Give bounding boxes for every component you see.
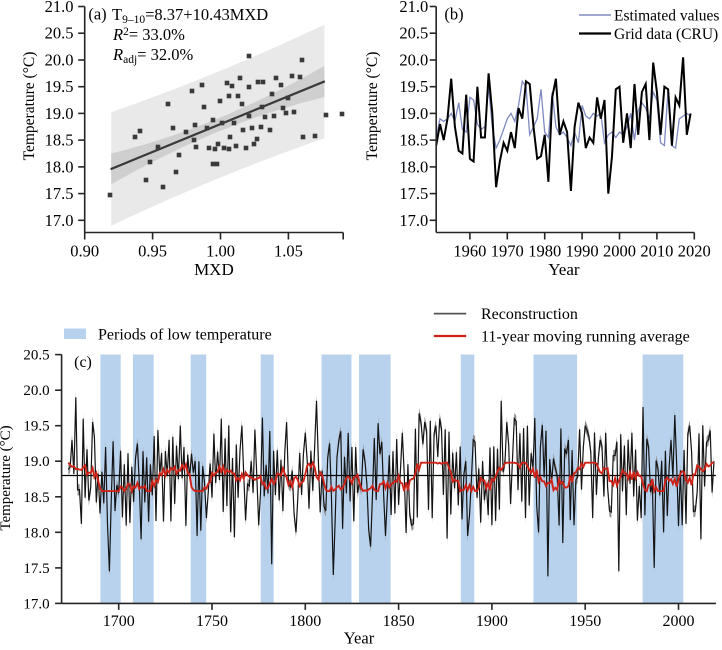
svg-text:11-year moving running average: 11-year moving running average [481, 329, 690, 346]
svg-text:18.5: 18.5 [23, 490, 49, 506]
svg-text:1750: 1750 [196, 613, 228, 630]
svg-text:19.5: 19.5 [45, 77, 74, 96]
svg-text:Temperature (°C): Temperature (°C) [0, 425, 14, 530]
svg-text:1800: 1800 [289, 613, 321, 630]
svg-text:1850: 1850 [383, 613, 415, 630]
svg-text:20.0: 20.0 [23, 383, 49, 399]
svg-text:20.5: 20.5 [23, 348, 49, 364]
svg-text:Year: Year [344, 629, 375, 646]
svg-text:1970: 1970 [491, 242, 524, 261]
svg-text:Estimated values: Estimated values [614, 8, 719, 25]
svg-text:18.0: 18.0 [45, 157, 74, 176]
svg-text:19.5: 19.5 [399, 77, 428, 96]
svg-text:18.5: 18.5 [399, 131, 428, 150]
svg-text:Grid data (CRU): Grid data (CRU) [614, 26, 718, 43]
svg-text:17.0: 17.0 [45, 211, 74, 230]
svg-text:17.5: 17.5 [45, 184, 74, 203]
svg-text:17.5: 17.5 [23, 561, 49, 577]
svg-text:20.0: 20.0 [45, 51, 74, 70]
svg-text:1980: 1980 [528, 242, 561, 261]
svg-text:T9–10=8.37+10.43MXD: T9–10=8.37+10.43MXD [112, 5, 268, 26]
svg-text:(c): (c) [74, 354, 92, 371]
svg-text:20.0: 20.0 [399, 51, 428, 70]
svg-text:18.0: 18.0 [399, 157, 428, 176]
svg-text:17.5: 17.5 [399, 184, 428, 203]
svg-text:(a): (a) [88, 5, 106, 24]
svg-text:20.5: 20.5 [399, 24, 428, 43]
svg-text:1990: 1990 [566, 242, 599, 261]
svg-text:Reconstruction: Reconstruction [481, 306, 578, 323]
svg-text:17.0: 17.0 [23, 596, 49, 612]
svg-text:17.0: 17.0 [399, 211, 428, 230]
svg-text:R2= 33.0%: R2= 33.0% [112, 25, 185, 44]
svg-text:2000: 2000 [603, 242, 636, 261]
svg-text:1960: 1960 [453, 242, 486, 261]
svg-text:1.00: 1.00 [206, 242, 235, 261]
svg-text:1950: 1950 [569, 613, 601, 630]
svg-text:Temperature (°C): Temperature (°C) [21, 52, 38, 161]
svg-text:Periods of low temperature: Periods of low temperature [98, 327, 272, 344]
svg-text:Year: Year [548, 260, 580, 279]
svg-text:21.0: 21.0 [45, 0, 74, 16]
svg-text:2020: 2020 [678, 242, 711, 261]
svg-text:19.0: 19.0 [23, 454, 49, 470]
svg-text:21.0: 21.0 [399, 0, 428, 16]
svg-text:18.5: 18.5 [45, 131, 74, 150]
svg-text:0.95: 0.95 [138, 242, 167, 261]
svg-text:2010: 2010 [640, 242, 673, 261]
svg-text:Temperature (°C): Temperature (°C) [364, 52, 381, 161]
svg-text:1.05: 1.05 [274, 242, 303, 261]
svg-text:20.5: 20.5 [45, 24, 74, 43]
svg-text:19.0: 19.0 [399, 104, 428, 123]
svg-text:18.0: 18.0 [23, 525, 49, 541]
svg-text:19.5: 19.5 [23, 419, 49, 435]
svg-text:0.90: 0.90 [70, 242, 99, 261]
svg-text:Radj= 32.0%: Radj= 32.0% [112, 45, 193, 66]
svg-text:19.0: 19.0 [45, 104, 74, 123]
svg-text:2000: 2000 [663, 613, 695, 630]
svg-text:1900: 1900 [476, 613, 508, 630]
svg-text:1700: 1700 [103, 613, 135, 630]
svg-text:MXD: MXD [194, 260, 234, 279]
svg-text:(b): (b) [444, 5, 463, 24]
